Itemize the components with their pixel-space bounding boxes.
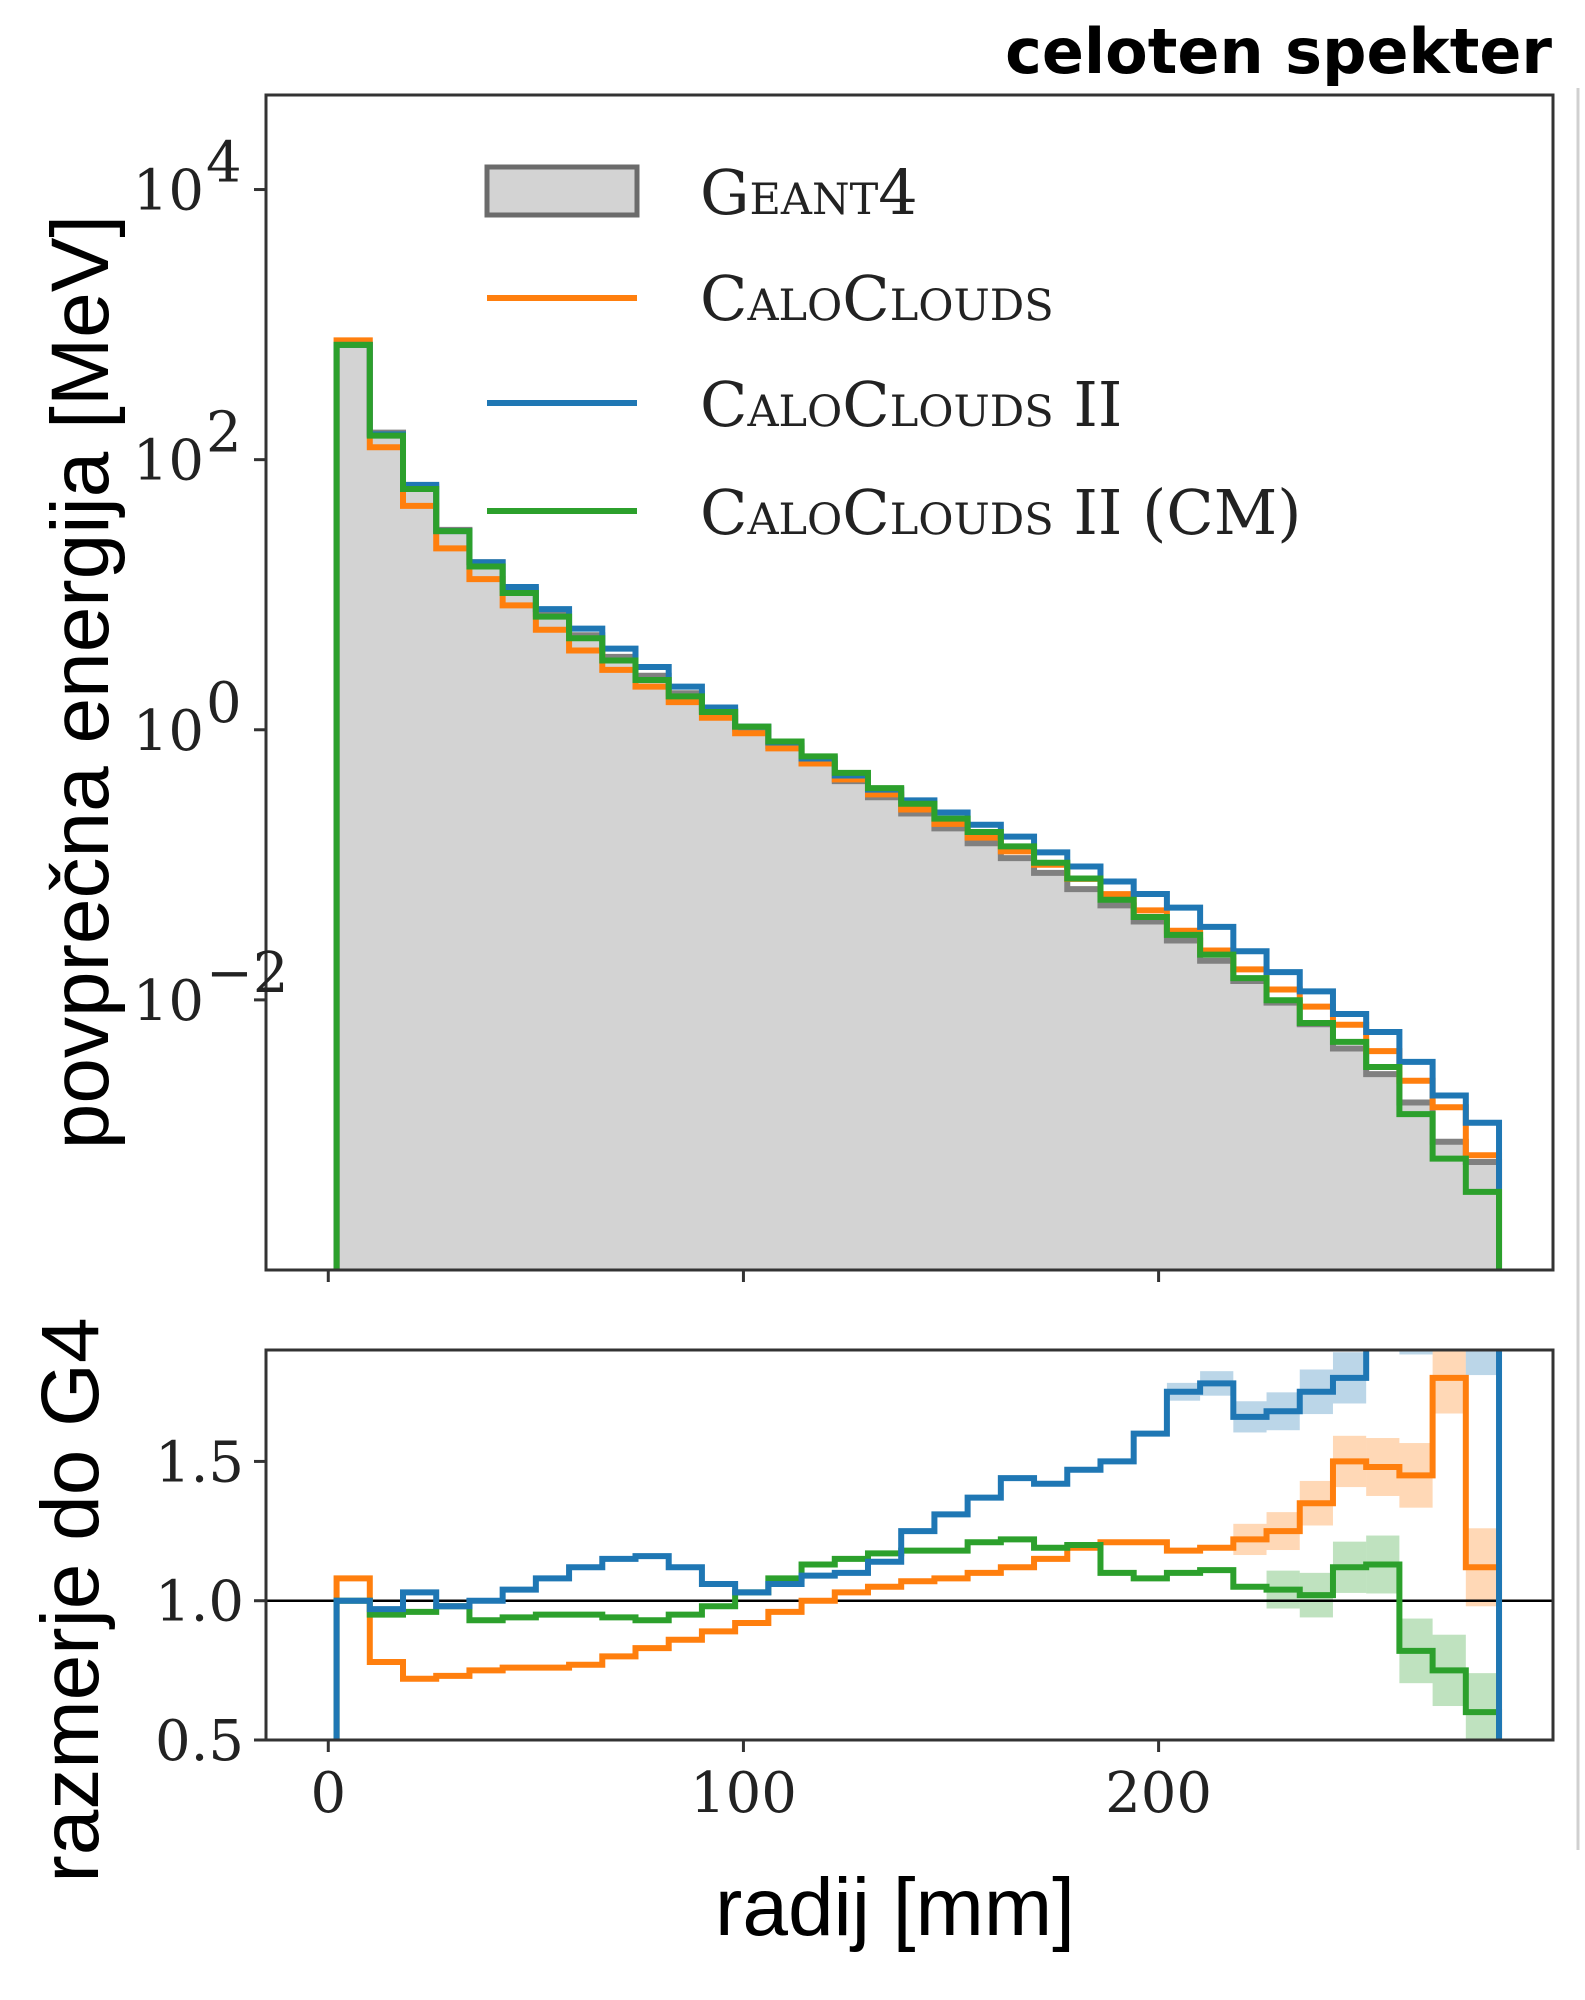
ratio-panel: 0.5 1.0 1.5 0 100 200 razmerje do G4 <box>25 1279 1555 1883</box>
main-plot-area <box>333 337 1503 1270</box>
ratio-y-ticks: 0.5 1.0 1.5 <box>155 1430 266 1774</box>
series-caloclouds-ii-band <box>1366 1279 1399 1337</box>
legend-label-caloclouds: CaloClouds <box>700 262 1054 335</box>
ratio-x-ticks: 0 100 200 <box>310 1740 1212 1826</box>
main-y-tick-label: 10 <box>133 429 204 494</box>
main-axes-frame <box>264 93 1555 1272</box>
ratio-y-tick-label: 1.0 <box>155 1570 244 1635</box>
main-x-ticks <box>326 1270 1161 1282</box>
series-caloclouds-ratio <box>333 1374 1503 1740</box>
series-caloclouds-ii-cm-band <box>1465 1673 1500 1740</box>
ratio-y-tick-label: 0.5 <box>155 1709 244 1774</box>
legend-swatch-geant4 <box>484 164 640 218</box>
series-caloclouds-ii-band <box>1465 1350 1500 1376</box>
ratio-plot-area <box>266 1279 1553 1740</box>
main-y-tick-exponent: 4 <box>206 131 242 196</box>
main-y-tick-label: 10 <box>133 699 204 764</box>
legend-label-geant4: Geant4 <box>700 156 918 229</box>
series-caloclouds-line <box>333 337 1503 1270</box>
legend-label-caloclouds-ii: CaloClouds II <box>700 368 1122 441</box>
main-y-tick-exponent: 2 <box>206 401 242 466</box>
ratio-axes-frame <box>264 1348 1555 1742</box>
main-y-tick-label: 10 <box>133 159 204 224</box>
x-tick-label: 0 <box>310 1761 346 1826</box>
main-y-tick-exponent: 0 <box>206 671 242 736</box>
x-axis-label: radij [mm] <box>715 1862 1075 1953</box>
legend-label-caloclouds-ii-cm: CaloClouds II (CM) <box>700 476 1301 549</box>
series-caloclouds-ii-line <box>333 341 1503 1270</box>
series-caloclouds-ii-cm-line <box>333 341 1503 1270</box>
series-caloclouds-band <box>1432 1350 1466 1414</box>
x-tick-label: 200 <box>1105 1761 1212 1826</box>
series-caloclouds-ii-band <box>1399 1350 1433 1355</box>
main-y-axis-label: povprečna energija [MeV] <box>35 215 126 1149</box>
main-y-tick-exponent: −2 <box>206 941 289 1006</box>
legend: Geant4 CaloClouds CaloClouds II CaloClou… <box>484 156 1301 549</box>
chart-title: celoten spekter <box>1005 15 1552 88</box>
series-caloclouds-ii-ratio <box>333 1350 1503 1740</box>
main-y-tick-label: 10 <box>133 969 204 1034</box>
ratio-y-axis-label: razmerje do G4 <box>25 1317 116 1882</box>
ratio-y-tick-label: 1.5 <box>155 1430 244 1495</box>
x-tick-label: 100 <box>690 1761 797 1826</box>
series-caloclouds-ii-cm-ratio <box>333 1536 1503 1740</box>
series-geant4-fill <box>336 344 1500 1270</box>
